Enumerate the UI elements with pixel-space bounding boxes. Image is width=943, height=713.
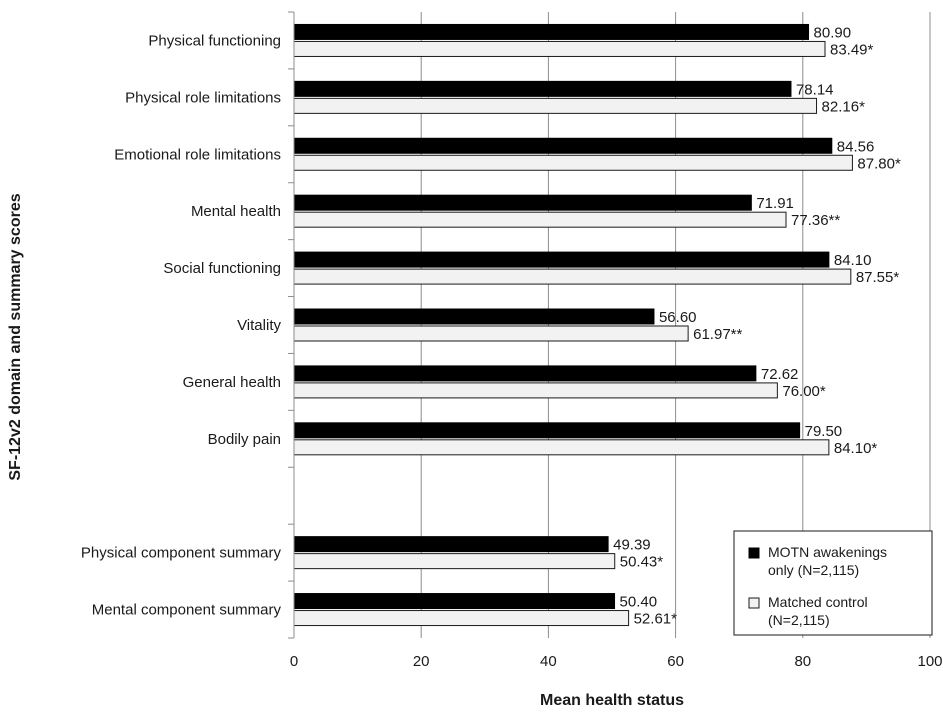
category-label: Social functioning [163, 260, 281, 277]
data-label-control: 87.55* [856, 269, 900, 286]
category-label: Physical functioning [148, 32, 281, 49]
bar-control [293, 553, 616, 570]
category-label: Mental health [191, 203, 281, 220]
category-label: Physical component summary [81, 545, 282, 562]
data-label-control: 50.43* [620, 554, 664, 571]
legend-label-motn-line1: MOTN awakenings [768, 544, 887, 560]
axes [288, 11, 295, 639]
data-label-motn: 84.56 [837, 138, 875, 155]
x-axis-title: Mean health status [540, 692, 684, 709]
category-label: Mental component summary [92, 602, 282, 619]
data-label-control: 87.80* [857, 155, 901, 172]
y-axis-title: SF-12v2 domain and summary scores [7, 193, 24, 480]
bar-motn [293, 194, 752, 211]
data-label-motn: 50.40 [620, 594, 658, 611]
data-label-control: 82.16* [822, 98, 866, 115]
legend: MOTN awakenings only (N=2,115) Matched c… [733, 530, 933, 636]
bar-motn [293, 137, 833, 154]
x-tick-label: 0 [290, 653, 298, 670]
bar-control [293, 40, 826, 57]
bar-control [293, 325, 689, 342]
bar-motn [293, 308, 655, 325]
legend-swatch-control [748, 597, 760, 609]
category-labels: Physical functioning Physical role limita… [81, 32, 282, 618]
legend-swatch-motn [748, 547, 760, 559]
x-tick-label: 40 [540, 653, 557, 670]
data-label-motn: 80.90 [814, 24, 852, 41]
legend-label-motn-line2: only (N=2,115) [768, 562, 859, 578]
x-tick-label: 100 [917, 653, 942, 670]
legend-label-control-line1: Matched control [768, 594, 868, 610]
bar-control [293, 97, 818, 114]
x-tick-labels: 0 20 40 60 80 100 [290, 653, 943, 670]
data-label-motn: 79.50 [805, 423, 843, 440]
bar-motn [293, 422, 801, 439]
data-label-motn: 72.62 [761, 366, 799, 383]
bar-control [293, 439, 830, 456]
data-label-motn: 78.14 [796, 81, 834, 98]
category-label: Vitality [237, 317, 281, 334]
data-label-control: 61.97** [693, 326, 742, 343]
data-label-control: 77.36** [791, 212, 840, 229]
bar-motn [293, 593, 616, 610]
data-label-motn: 56.60 [659, 309, 697, 326]
legend-label-control-line2: (N=2,115) [768, 612, 830, 628]
bar-control [293, 610, 630, 627]
data-label-control: 83.49* [830, 41, 874, 58]
bar-control [293, 211, 787, 228]
bar-motn [293, 80, 792, 97]
bar-control [293, 268, 852, 285]
data-label-control: 84.10* [834, 440, 878, 457]
bar-motn [293, 536, 609, 553]
category-label: Emotional role limitations [114, 146, 281, 163]
data-label-control: 52.61* [634, 611, 678, 628]
category-label: General health [183, 374, 281, 391]
legend-box [733, 530, 933, 636]
x-tick-label: 60 [667, 653, 684, 670]
bar-motn [293, 23, 810, 40]
x-tick-label: 80 [794, 653, 811, 670]
x-tick-label: 20 [413, 653, 430, 670]
category-label: Physical role limitations [125, 89, 281, 106]
category-label: Bodily pain [208, 431, 281, 448]
data-label-motn: 84.10 [834, 252, 872, 269]
data-label-motn: 49.39 [613, 537, 651, 554]
data-label-control: 76.00* [782, 383, 826, 400]
bar-control [293, 154, 853, 171]
bars [293, 23, 853, 627]
bar-control [293, 382, 778, 399]
data-label-motn: 71.91 [756, 195, 794, 212]
bar-motn [293, 365, 757, 382]
bar-motn [293, 251, 830, 268]
